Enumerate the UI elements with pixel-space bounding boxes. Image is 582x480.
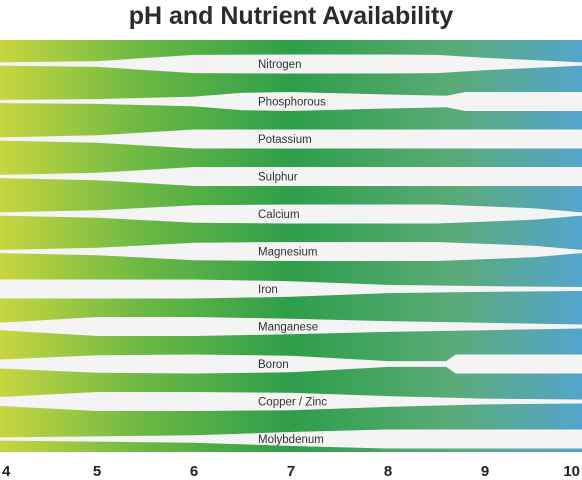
nutrient-label: Calcium: [258, 209, 300, 221]
nutrient-band-iron: [0, 279, 582, 299]
x-tick-label: 6: [190, 463, 198, 480]
nutrient-label: Molybdenum: [258, 434, 324, 446]
x-tick-label: 5: [93, 463, 101, 480]
x-tick-label: 8: [384, 463, 392, 480]
nutrient-label: Potassium: [258, 134, 312, 146]
nutrient-band-sulphur: [0, 167, 582, 186]
nutrient-band-magnesium: [0, 242, 582, 261]
x-tick-label: 4: [2, 463, 11, 480]
nutrient-band-phosphorous: [0, 92, 582, 111]
nutrient-label: Iron: [258, 284, 278, 296]
nutrient-label: Phosphorous: [258, 97, 326, 109]
nutrient-label: Nitrogen: [258, 59, 301, 71]
chart-title: pH and Nutrient Availability: [129, 2, 454, 30]
nutrient-band-manganese: [0, 317, 582, 336]
nutrient-band-nitrogen: [0, 54, 582, 74]
x-tick-label: 10: [563, 463, 580, 480]
nutrient-label: Sulphur: [258, 172, 298, 184]
x-tick-label: 7: [287, 463, 295, 480]
nutrient-label: Manganese: [258, 322, 318, 334]
nutrient-label: Boron: [258, 359, 289, 371]
nutrient-band-boron: [0, 354, 582, 374]
nutrient-band-potassium: [0, 129, 582, 149]
nutrient-bands: Nitrogen Phosphorous Potassium Sulphur Calci…: [0, 54, 582, 449]
x-axis-ticks: 4 5 6 7 8 9 10: [2, 463, 580, 480]
nutrient-band-copper-zinc: [0, 392, 582, 411]
nutrient-label: Copper / Zinc: [258, 397, 327, 409]
x-tick-label: 9: [481, 463, 489, 480]
nutrient-band-calcium: [0, 204, 582, 224]
nutrient-band-molybdenum: [0, 429, 582, 449]
nutrient-label: Magnesium: [258, 247, 317, 259]
